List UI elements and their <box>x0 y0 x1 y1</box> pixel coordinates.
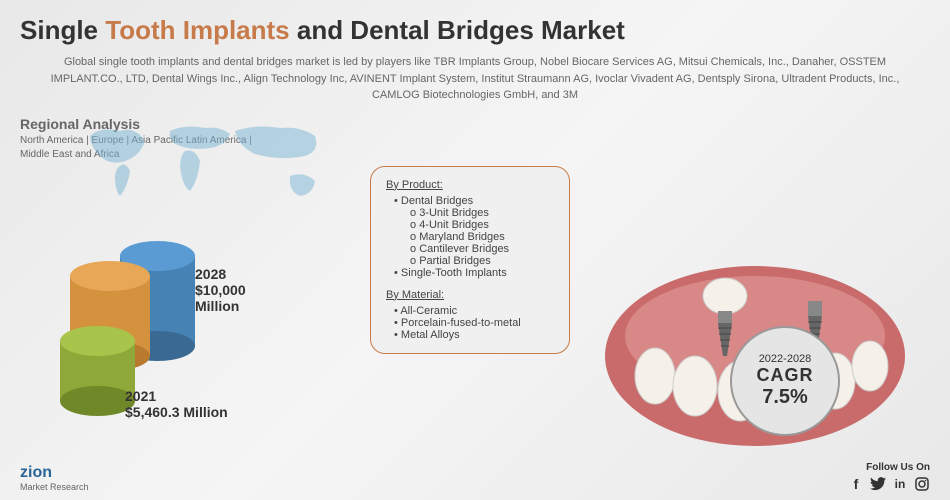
logo-subtitle: Market Research <box>20 482 89 492</box>
logo-section: zion Market Research <box>20 464 89 492</box>
chart-label-2021: 2021 $5,460.3 Million <box>125 388 228 420</box>
sub-list-item: Partial Bridges <box>394 255 554 267</box>
facebook-icon[interactable]: f <box>848 476 864 492</box>
sub-list-item: Cantilever Bridges <box>394 243 554 255</box>
cagr-value: 7.5% <box>762 386 808 409</box>
sub-list-item: 3-Unit Bridges <box>394 207 554 219</box>
logo-text: zion <box>20 464 52 481</box>
title-part2: and Dental Bridges Market <box>290 15 625 45</box>
world-map-graphic <box>70 106 350 236</box>
product-list: Dental Bridges 3-Unit Bridges 4-Unit Bri… <box>386 195 554 279</box>
title-highlight: Tooth Implants <box>105 15 289 45</box>
cagr-years: 2022-2028 <box>759 353 812 365</box>
page-title: Single Tooth Implants and Dental Bridges… <box>20 15 930 46</box>
sub-list-item: Maryland Bridges <box>394 231 554 243</box>
list-item: Single-Tooth Implants <box>394 267 554 279</box>
value-2028: $10,000 Million <box>195 282 280 314</box>
social-section: Follow Us On f in <box>848 462 930 492</box>
linkedin-icon[interactable]: in <box>892 476 908 492</box>
segments-box: By Product: Dental Bridges 3-Unit Bridge… <box>370 166 570 354</box>
list-item: All-Ceramic <box>394 305 554 317</box>
instagram-icon[interactable] <box>914 476 930 492</box>
description-text: Global single tooth implants and dental … <box>20 54 930 104</box>
material-list: All-Ceramic Porcelain-fused-to-metal Met… <box>386 305 554 341</box>
list-item: Porcelain-fused-to-metal <box>394 317 554 329</box>
value-2021: $5,460.3 Million <box>125 404 228 420</box>
cagr-label: CAGR <box>757 365 814 386</box>
year-2021: 2021 <box>125 388 228 404</box>
material-title: By Material: <box>386 289 554 301</box>
social-label: Follow Us On <box>848 462 930 473</box>
year-2028: 2028 <box>195 266 280 282</box>
list-item: Metal Alloys <box>394 329 554 341</box>
twitter-icon[interactable] <box>870 476 886 492</box>
list-item: Dental Bridges <box>394 195 554 207</box>
cagr-badge: 2022-2028 CAGR 7.5% <box>730 326 840 436</box>
sub-list-item: 4-Unit Bridges <box>394 219 554 231</box>
title-part1: Single <box>20 15 105 45</box>
chart-label-2028: 2028 $10,000 Million <box>195 266 280 314</box>
product-title: By Product: <box>386 179 554 191</box>
